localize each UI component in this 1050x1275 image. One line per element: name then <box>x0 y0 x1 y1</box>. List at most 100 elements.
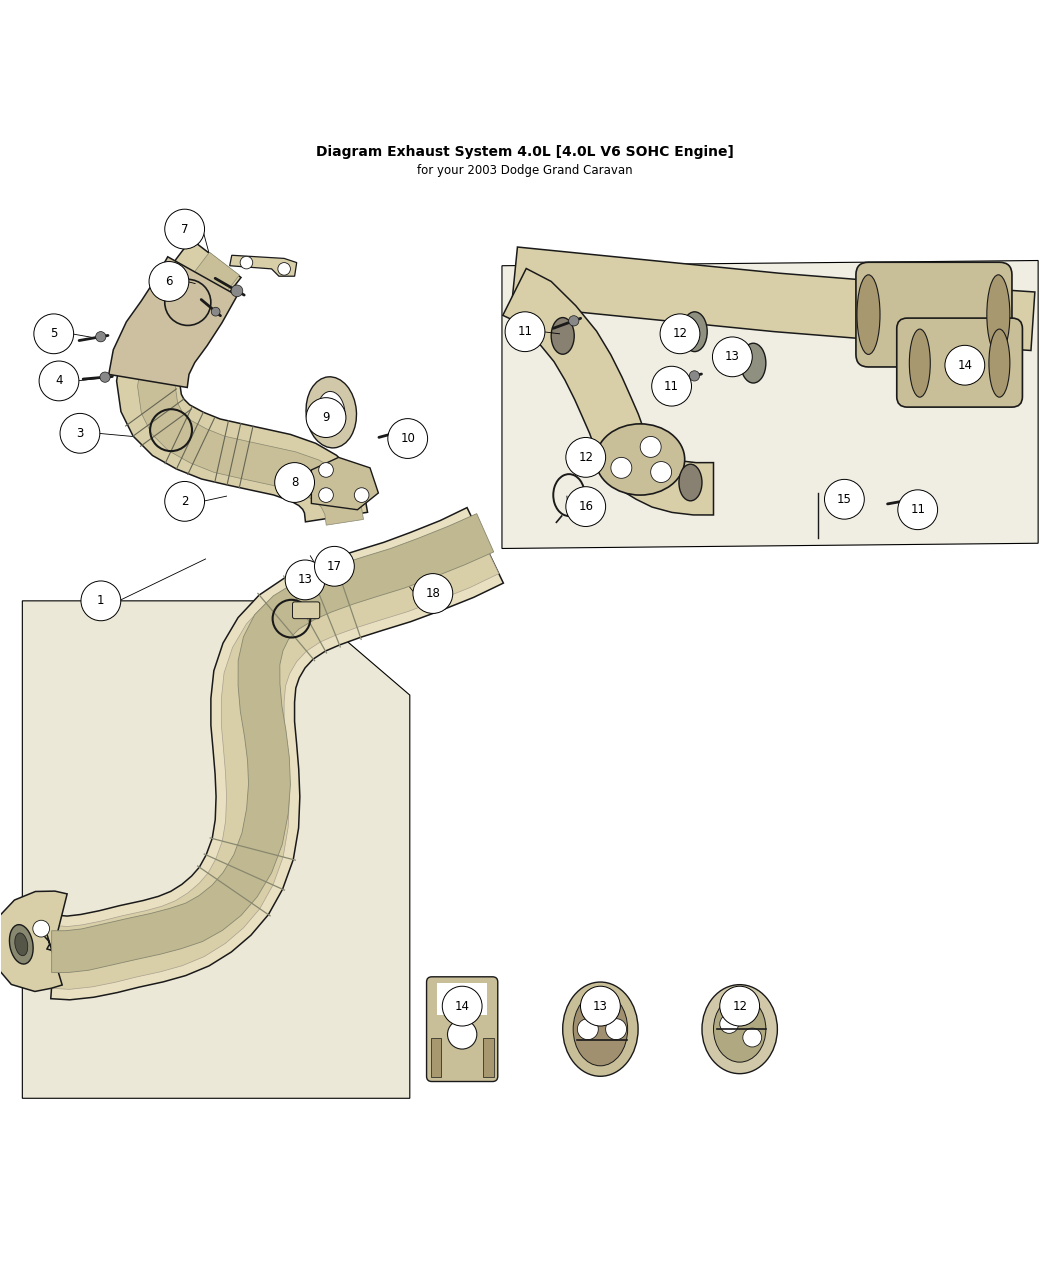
Circle shape <box>387 418 427 459</box>
Ellipse shape <box>9 924 34 964</box>
Circle shape <box>505 312 545 352</box>
Circle shape <box>149 261 189 301</box>
Text: 11: 11 <box>664 380 679 393</box>
Circle shape <box>231 286 243 297</box>
Ellipse shape <box>551 317 574 354</box>
Polygon shape <box>0 891 67 992</box>
Ellipse shape <box>563 982 638 1076</box>
Circle shape <box>898 490 938 529</box>
Circle shape <box>275 463 315 502</box>
Text: 14: 14 <box>958 358 972 372</box>
Circle shape <box>165 482 205 521</box>
Ellipse shape <box>317 391 345 434</box>
Circle shape <box>689 371 699 381</box>
Text: 16: 16 <box>579 500 593 513</box>
Circle shape <box>319 463 333 477</box>
Ellipse shape <box>573 992 628 1066</box>
Polygon shape <box>51 514 494 973</box>
Circle shape <box>611 458 632 478</box>
Circle shape <box>278 263 291 275</box>
Circle shape <box>578 1019 598 1039</box>
Circle shape <box>904 495 915 505</box>
Text: 6: 6 <box>165 275 172 288</box>
Polygon shape <box>503 269 714 515</box>
Text: 18: 18 <box>425 586 440 601</box>
Circle shape <box>315 547 354 586</box>
FancyBboxPatch shape <box>293 602 320 618</box>
Ellipse shape <box>740 343 765 382</box>
Circle shape <box>39 361 79 400</box>
Text: 3: 3 <box>77 427 84 440</box>
Circle shape <box>651 462 672 482</box>
Circle shape <box>660 314 700 353</box>
Ellipse shape <box>987 275 1010 354</box>
Text: 8: 8 <box>291 476 298 490</box>
Circle shape <box>606 1019 627 1039</box>
Text: 7: 7 <box>181 223 188 236</box>
FancyBboxPatch shape <box>437 983 487 1015</box>
Text: 15: 15 <box>837 492 852 506</box>
Text: 1: 1 <box>97 594 105 607</box>
Circle shape <box>33 921 49 937</box>
Circle shape <box>354 488 369 502</box>
Circle shape <box>34 314 74 353</box>
Text: 12: 12 <box>579 451 593 464</box>
Circle shape <box>640 436 662 458</box>
Text: 11: 11 <box>518 325 532 338</box>
Circle shape <box>286 560 326 599</box>
Ellipse shape <box>909 329 930 398</box>
FancyBboxPatch shape <box>483 1038 493 1077</box>
Circle shape <box>307 398 345 437</box>
Circle shape <box>81 581 121 621</box>
Text: 13: 13 <box>297 574 313 586</box>
FancyBboxPatch shape <box>430 1038 441 1077</box>
Circle shape <box>581 987 621 1026</box>
Polygon shape <box>117 240 368 521</box>
Polygon shape <box>51 518 499 989</box>
Text: for your 2003 Dodge Grand Caravan: for your 2003 Dodge Grand Caravan <box>417 164 633 177</box>
Circle shape <box>720 987 759 1026</box>
Circle shape <box>165 209 205 249</box>
Polygon shape <box>511 247 1035 351</box>
Polygon shape <box>50 507 503 1000</box>
Circle shape <box>720 1015 738 1033</box>
Circle shape <box>569 316 579 326</box>
FancyBboxPatch shape <box>897 317 1023 407</box>
Polygon shape <box>138 252 363 525</box>
FancyBboxPatch shape <box>426 977 498 1081</box>
Text: 2: 2 <box>181 495 188 507</box>
Text: 17: 17 <box>327 560 342 572</box>
Ellipse shape <box>306 377 357 448</box>
Ellipse shape <box>595 423 685 495</box>
Text: 9: 9 <box>322 411 330 425</box>
Text: 12: 12 <box>732 1000 748 1012</box>
Ellipse shape <box>15 933 27 956</box>
Ellipse shape <box>682 312 708 352</box>
Circle shape <box>442 987 482 1026</box>
Polygon shape <box>312 458 378 510</box>
Circle shape <box>319 488 333 502</box>
Circle shape <box>447 1020 477 1049</box>
Circle shape <box>824 479 864 519</box>
FancyBboxPatch shape <box>856 263 1012 367</box>
Text: 13: 13 <box>724 351 740 363</box>
Ellipse shape <box>702 984 777 1074</box>
Circle shape <box>100 372 110 382</box>
Text: 10: 10 <box>400 432 415 445</box>
Circle shape <box>96 332 106 342</box>
Circle shape <box>713 337 752 376</box>
Polygon shape <box>109 256 237 388</box>
Polygon shape <box>22 601 410 1098</box>
Ellipse shape <box>857 275 880 354</box>
Text: 4: 4 <box>56 375 63 388</box>
Text: 5: 5 <box>50 328 58 340</box>
Polygon shape <box>230 255 297 277</box>
Circle shape <box>211 307 220 316</box>
Circle shape <box>945 346 985 385</box>
Circle shape <box>566 437 606 477</box>
Ellipse shape <box>679 464 702 501</box>
Circle shape <box>240 256 253 269</box>
Text: Diagram Exhaust System 4.0L [4.0L V6 SOHC Engine]: Diagram Exhaust System 4.0L [4.0L V6 SOH… <box>316 144 734 158</box>
Circle shape <box>413 574 453 613</box>
Circle shape <box>60 413 100 453</box>
